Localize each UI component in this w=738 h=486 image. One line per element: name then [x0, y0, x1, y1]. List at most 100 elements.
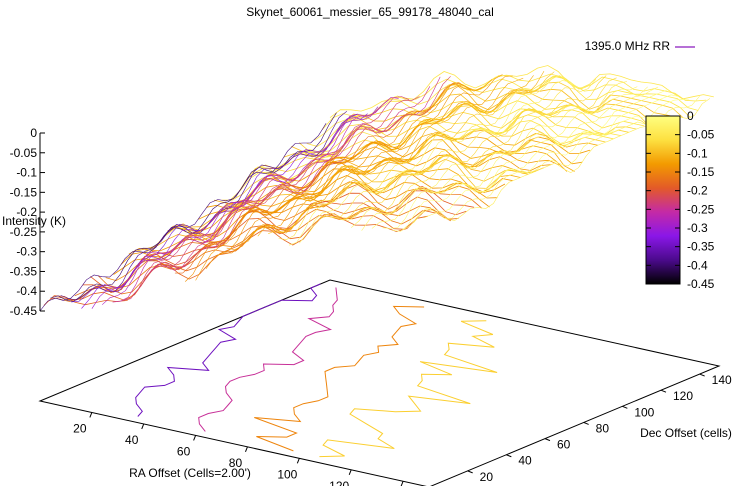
- surface-mesh-line: [195, 81, 482, 281]
- surface-mesh-line: [39, 123, 327, 312]
- surface-mesh-line: [299, 80, 586, 244]
- contour-line: [319, 320, 498, 458]
- z-tick-label: -0.45: [10, 304, 38, 318]
- y-tick-label: 100: [634, 405, 654, 419]
- z-tick-label: -0.2: [16, 205, 37, 219]
- surface-mesh-line: [43, 213, 428, 306]
- surface-mesh-line: [221, 125, 606, 201]
- floor-frame: [38, 279, 721, 486]
- y-tick: [622, 405, 628, 409]
- surface-mesh-line: [229, 119, 614, 201]
- surface-mesh-line: [50, 112, 337, 302]
- y-tick-label: 40: [518, 454, 532, 468]
- y-tick: [699, 373, 705, 377]
- surface-mesh-line: [257, 70, 545, 237]
- surface-mesh-line: [128, 169, 513, 255]
- surface-mesh-line: [382, 89, 669, 229]
- surface-mesh-line: [67, 205, 452, 301]
- x-tick: [89, 412, 93, 418]
- colorbar-tick-label: -0.4: [687, 258, 708, 272]
- surface-mesh-line: [122, 96, 410, 301]
- x-tick: [400, 481, 404, 486]
- x-tick: [348, 469, 352, 475]
- z-tick-label: -0.35: [10, 264, 38, 278]
- surface-mesh-line: [236, 77, 524, 246]
- surface-mesh-line: [371, 86, 659, 229]
- surface-mesh-line: [213, 129, 598, 206]
- z-axis-label: Intensity (K): [2, 214, 66, 228]
- colorbar-tick-label: 0: [687, 109, 694, 123]
- surface-mesh-line: [278, 75, 565, 240]
- x-tick: [245, 446, 248, 453]
- surface-mesh-line: [283, 88, 668, 158]
- colorbar-tick-label: -0.15: [687, 165, 715, 179]
- y-tick-label: 80: [596, 421, 610, 435]
- y-tick: [467, 470, 473, 474]
- surface-mesh-line: [268, 71, 555, 234]
- surface-mesh-line: [174, 82, 462, 274]
- surface-mesh-line: [330, 77, 617, 220]
- surface-mesh-line: [288, 75, 576, 246]
- y-tick: [583, 422, 589, 425]
- x-tick: [141, 423, 145, 430]
- y-tick-label: 140: [712, 373, 732, 387]
- x-tick-label: 120: [329, 479, 349, 486]
- z-tick-label: -0.05: [10, 146, 38, 160]
- surface-mesh-line: [112, 97, 399, 303]
- z-tick-label: -0.4: [16, 284, 37, 298]
- surface-mesh-line: [101, 99, 389, 305]
- y-tick-label: 20: [480, 470, 494, 484]
- surface-mesh-line: [216, 74, 503, 256]
- surface-mesh-line: [329, 65, 714, 119]
- x-tick-label: 80: [229, 456, 243, 470]
- z-tick-label: -0.25: [10, 225, 38, 239]
- legend-label: 1395.0 MHz RR: [585, 39, 671, 53]
- x-tick-label: 60: [177, 444, 191, 458]
- z-tick-label: -0.1: [16, 166, 37, 180]
- surface-mesh-line: [226, 75, 513, 250]
- y-tick-label: 120: [673, 389, 693, 403]
- surface-mesh-line: [392, 94, 679, 232]
- z-tick-label: 0: [30, 126, 37, 140]
- surface-mesh-line: [91, 106, 379, 309]
- surface-mesh-line: [402, 98, 690, 231]
- y-tick-label: 60: [557, 438, 571, 452]
- z-tick-label: -0.15: [10, 185, 38, 199]
- surface-mesh-line: [159, 154, 544, 243]
- colorbar-tick-label: -0.25: [687, 202, 715, 216]
- surface-mesh-line: [153, 76, 441, 270]
- surface-mesh-line: [184, 83, 472, 282]
- surface-mesh-line: [82, 190, 467, 293]
- colorbar-tick-label: -0.45: [687, 277, 715, 291]
- y-tick: [506, 454, 512, 458]
- surface-mesh-line: [361, 86, 648, 231]
- colorbar-tick-label: -0.2: [687, 184, 708, 198]
- z-tick-label: -0.3: [16, 245, 37, 259]
- surface-mesh-line: [351, 86, 638, 228]
- y-axis-label: Dec Offset (cells): [640, 426, 732, 440]
- surface-mesh-line: [120, 173, 506, 265]
- contour-line: [135, 283, 321, 417]
- colorbar: [645, 115, 681, 285]
- surface-mesh-line: [60, 110, 348, 301]
- surface-mesh-line: [51, 210, 436, 301]
- x-tick-label: 40: [125, 433, 139, 447]
- surface-mesh-line: [136, 167, 521, 252]
- surface-mesh-line: [164, 76, 451, 269]
- x-tick: [296, 458, 300, 464]
- contour-line: [198, 287, 338, 432]
- colorbar-tick-label: -0.1: [687, 146, 708, 160]
- contour-line: [254, 305, 425, 452]
- x-tick-label: 20: [73, 421, 87, 435]
- colorbar-tick-label: -0.05: [687, 128, 715, 142]
- x-tick: [193, 435, 197, 441]
- surface-mesh-line: [319, 75, 607, 221]
- surface-mesh-line: [71, 114, 358, 303]
- surface-mesh-line: [298, 81, 684, 154]
- x-axis-label: RA Offset (Cells=2.00'): [129, 466, 251, 480]
- y-tick: [660, 389, 667, 393]
- chart-title: Skynet_60061_messier_65_99178_48040_cal: [246, 5, 494, 19]
- colorbar-tick-label: -0.3: [687, 221, 708, 235]
